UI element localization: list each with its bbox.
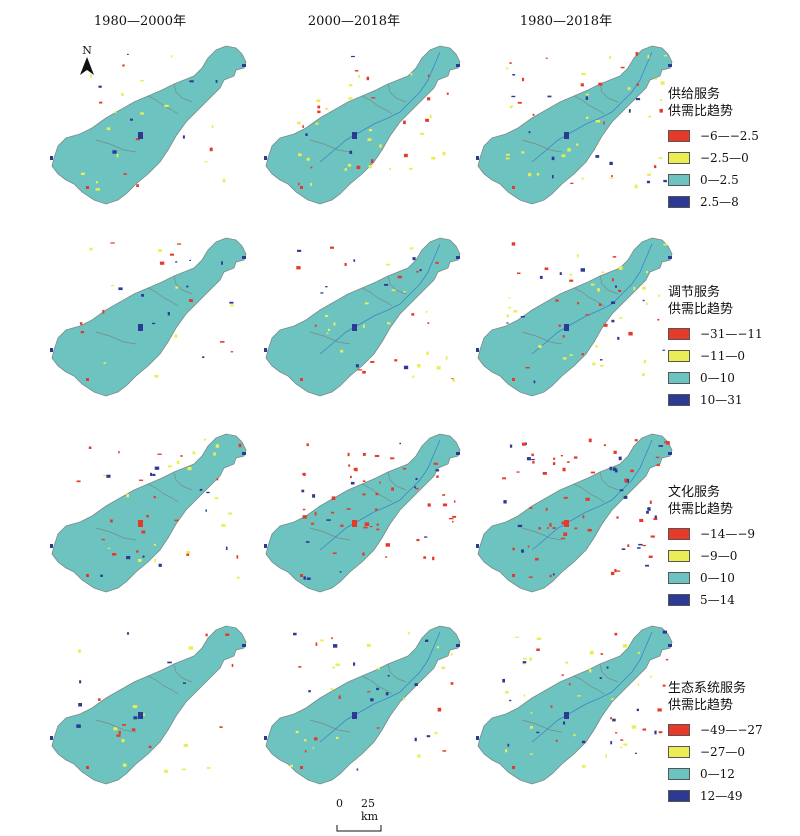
legend-title-line1: 调节服务 [668, 285, 721, 300]
map-cultural-period-1 [50, 433, 247, 593]
map-regulating-period-1 [50, 237, 247, 397]
scale-bar-line [336, 825, 382, 832]
scale-start: 0 [336, 797, 343, 810]
legend-swatch [668, 724, 690, 736]
map-regulating-period-3 [476, 237, 673, 397]
legend-label: 0—10 [700, 371, 735, 385]
legend-swatch [668, 394, 690, 406]
map-ecosystem-period-1 [50, 625, 247, 785]
legend-item: −49—−27 [668, 722, 798, 738]
legend-swatch [668, 328, 690, 340]
legend-item: 0—10 [668, 370, 798, 386]
column-header-2: 2000—2018年 [307, 14, 401, 29]
legend-item: 2.5—8 [668, 194, 798, 210]
legend-label: 2.5—8 [700, 195, 739, 209]
legend-label: −49—−27 [700, 723, 763, 737]
legend-supply: 供给服务供需比趋势 −6—−2.5 −2.5—0 0—2.5 2.5—8 [668, 86, 798, 210]
legend-title-line1: 供给服务 [668, 87, 721, 102]
legend-label: −6—−2.5 [700, 129, 759, 143]
legend-label: 0—10 [700, 571, 735, 585]
north-arrow-icon [80, 57, 94, 75]
legend-label: 5—14 [700, 593, 735, 607]
legend-label: −9—0 [700, 549, 738, 563]
legend-item: −6—−2.5 [668, 128, 798, 144]
legend-swatch [668, 350, 690, 362]
map-regulating-period-2 [264, 237, 461, 397]
legend-title-line1: 文化服务 [668, 485, 721, 500]
legend-item: 0—2.5 [668, 172, 798, 188]
legend-item: −27—0 [668, 744, 798, 760]
scale-bar: 0 25 km [336, 797, 384, 836]
north-arrow: N [79, 44, 95, 78]
legend-item: −14—−9 [668, 526, 798, 542]
legend-title-line2: 供需比趋势 [668, 104, 734, 119]
legend-item: 12—49 [668, 788, 798, 804]
legend-swatch [668, 790, 690, 802]
legend-swatch [668, 174, 690, 186]
legend-swatch [668, 130, 690, 142]
legend-swatch [668, 746, 690, 758]
legend-swatch [668, 550, 690, 562]
map-supply-period-3 [476, 45, 673, 205]
map-ecosystem-period-2 [264, 625, 461, 785]
legend-item: 0—12 [668, 766, 798, 782]
legend-item: −31—−11 [668, 326, 798, 342]
legend-cultural: 文化服务供需比趋势 −14—−9 −9—0 0—10 5—14 [668, 484, 798, 608]
legend-label: 0—2.5 [700, 173, 739, 187]
legend-swatch [668, 196, 690, 208]
legend-swatch [668, 152, 690, 164]
legend-swatch [668, 594, 690, 606]
legend-label: −27—0 [700, 745, 745, 759]
column-header-1: 1980—2000年 [93, 14, 187, 29]
legend-label: 0—12 [700, 767, 735, 781]
map-supply-period-1 [50, 45, 247, 205]
scale-end: 25 km [361, 797, 379, 823]
legend-item: −2.5—0 [668, 150, 798, 166]
legend-swatch [668, 768, 690, 780]
north-label: N [82, 44, 92, 57]
legend-swatch [668, 528, 690, 540]
legend-swatch [668, 572, 690, 584]
legend-title-line1: 生态系统服务 [668, 681, 747, 696]
legend-label: −31—−11 [700, 327, 763, 341]
legend-item: −9—0 [668, 548, 798, 564]
legend-label: −11—0 [700, 349, 745, 363]
legend-ecosystem: 生态系统服务 供需比趋势 −49—−27 −27—0 0—12 12—49 [668, 680, 798, 804]
legend-label: −14—−9 [700, 527, 756, 541]
map-cultural-period-2 [264, 433, 461, 593]
legend-item: 10—31 [668, 392, 798, 408]
legend-item: 0—10 [668, 570, 798, 586]
map-ecosystem-period-3 [476, 625, 673, 785]
legend-label: −2.5—0 [700, 151, 749, 165]
legend-label: 10—31 [700, 393, 743, 407]
legend-regulating: 调节服务供需比趋势 −31—−11 −11—0 0—10 10—31 [668, 284, 798, 408]
legend-item: −11—0 [668, 348, 798, 364]
legend-item: 5—14 [668, 592, 798, 608]
column-header-3: 1980—2018年 [519, 14, 613, 29]
legend-label: 12—49 [700, 789, 743, 803]
legend-swatch [668, 372, 690, 384]
legend-title-line2: 供需比趋势 [668, 302, 734, 317]
legend-title-line2: 供需比趋势 [668, 502, 734, 517]
legend-title-line2: 供需比趋势 [668, 698, 734, 713]
map-cultural-period-3 [476, 433, 673, 593]
map-supply-period-2 [264, 45, 461, 205]
